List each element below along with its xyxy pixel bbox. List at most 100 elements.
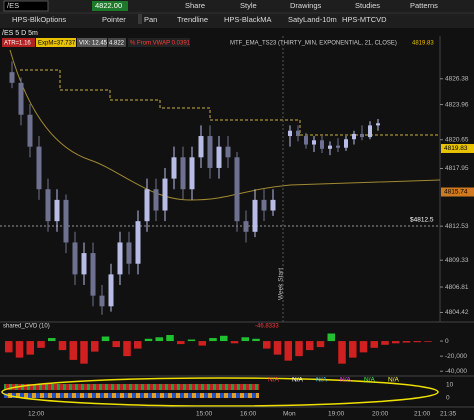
cvd-bar [198, 341, 207, 346]
tool-label[interactable]: HPS-BlkOptions [12, 15, 66, 24]
toolbar-action[interactable]: Patterns [410, 1, 438, 10]
candle-body [252, 199, 258, 232]
vwap-box [128, 38, 190, 47]
cvd-bar [166, 335, 174, 342]
cvd-bar [220, 335, 228, 342]
time-label: 21:35 [440, 411, 457, 418]
cvd-bar [241, 337, 250, 342]
time-label: 21:00 [414, 411, 431, 418]
candle-body [198, 136, 204, 158]
tool-label[interactable]: Trendline [177, 15, 208, 24]
candle-body [126, 242, 132, 264]
candle-body [336, 145, 340, 148]
candle-body [117, 242, 123, 275]
candle-body [270, 199, 276, 211]
na-label: N/A [316, 377, 328, 384]
price-tick-label: 4809.33 [445, 257, 469, 264]
cvd-bar [424, 341, 432, 342]
price-marker-label: 4819.83 [444, 145, 468, 152]
cvd-tick-label: -20,000 [445, 353, 467, 360]
candle-body [99, 295, 105, 307]
price-tick-label: 4812.53 [445, 223, 469, 230]
cvd-bar [37, 341, 45, 348]
tool-label[interactable]: Pan [144, 15, 157, 24]
atr: ATR=1.16 [4, 41, 31, 47]
time-label: 15:00 [196, 411, 213, 418]
toolbar-action[interactable]: Share [185, 1, 205, 10]
cvd-bar [402, 341, 411, 343]
candle-body [135, 221, 141, 264]
cvd-bar [284, 341, 293, 361]
value-box [108, 38, 126, 47]
price-tick-label: 4804.42 [445, 309, 469, 316]
candle-body [180, 157, 186, 190]
tool-label[interactable]: HPS-MTCVD [342, 15, 387, 24]
na-label: N/A [268, 377, 280, 384]
cvd-tick-label: -40,000 [445, 368, 467, 375]
cvd-bar [252, 338, 260, 342]
lower-tick: 10 [446, 382, 454, 389]
cvd-bar [338, 341, 346, 364]
cvd-bar [5, 341, 13, 353]
candle-body [360, 133, 364, 138]
expm-box [36, 38, 76, 47]
na-label: N/A [292, 377, 304, 384]
candle-body [225, 146, 231, 158]
toolbar-action[interactable]: Style [240, 1, 257, 10]
price-tick-label: 4817.95 [445, 165, 469, 172]
na-label: N/A [340, 377, 352, 384]
cvd-title: shared_CVD (10) [3, 324, 50, 330]
vix-box [77, 38, 107, 47]
cvd-bar [209, 338, 217, 342]
candle-body [216, 146, 222, 168]
cvd-bar [306, 341, 314, 351]
candle-body [312, 140, 316, 145]
price-tick-label: 4806.81 [445, 284, 469, 291]
expm: ExpM=37.737 [38, 41, 76, 47]
value: 4.822 [109, 41, 125, 47]
tool-button[interactable] [138, 14, 142, 24]
candle-body [352, 133, 356, 140]
candle-body [207, 136, 213, 168]
candle-body [189, 157, 195, 190]
symbol-box[interactable] [3, 0, 49, 12]
moving-average [9, 49, 441, 201]
symbol: /ES [7, 1, 19, 10]
time-label: Mon [283, 411, 296, 418]
price-marker-label: 4815.74 [444, 189, 468, 196]
candle-body [63, 199, 69, 243]
cvd-bar [263, 341, 271, 349]
week-label: Week Start [278, 268, 285, 300]
candle-body [162, 178, 168, 211]
cvd-bar [48, 338, 56, 342]
time-label: 16:00 [240, 411, 257, 418]
mtf-value: 4819.83 [412, 41, 434, 47]
candle-body [304, 136, 308, 145]
cvd-bar [349, 341, 357, 358]
candle-body [344, 139, 348, 148]
tool-label[interactable]: SatyLand-10m [288, 15, 337, 24]
cvd-bar [295, 341, 303, 357]
cvd-bar [26, 341, 35, 355]
candle-body [288, 130, 292, 137]
cvd-bar [370, 341, 379, 348]
tool-label[interactable]: HPS-BlackMA [224, 15, 272, 24]
candle-body [45, 189, 51, 222]
cvd-tick-label: 0 [445, 338, 449, 345]
time-label: 20:00 [372, 411, 389, 418]
price-box [92, 1, 128, 11]
cvd-bar [123, 341, 131, 357]
na-label: N/A [364, 377, 376, 384]
chart-title: /ES 5 D 5m [2, 30, 38, 37]
toolbar-action[interactable]: Studies [355, 1, 380, 10]
signal-row [4, 384, 259, 390]
candle-body [9, 72, 15, 83]
candle-body [376, 123, 380, 126]
cvd-bar [15, 341, 24, 358]
candle-body [108, 274, 114, 307]
toolbar-action[interactable]: Drawings [290, 1, 322, 10]
candle-body [18, 82, 24, 115]
cvd-bar [413, 341, 422, 343]
tool-label[interactable]: Pointer [102, 15, 126, 24]
